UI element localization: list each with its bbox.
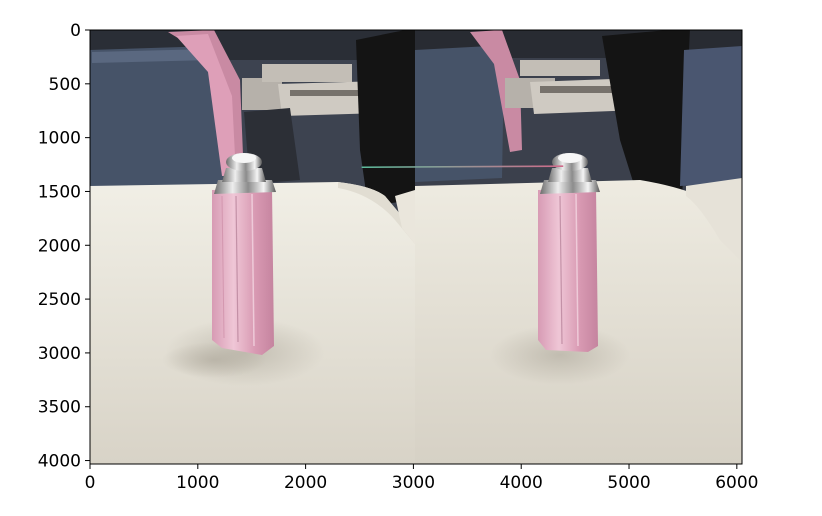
x-tick-label: 0: [85, 473, 96, 493]
y-tick-label: 1500: [38, 182, 81, 202]
y-tick-label: 3500: [38, 398, 81, 418]
left-image: [90, 30, 415, 464]
y-axis: 0 500 1000 1500 2000 2500 3000 3500 4000: [38, 21, 90, 472]
x-tick-label: 6000: [715, 473, 758, 493]
y-tick-label: 1000: [38, 129, 81, 149]
y-tick-label: 500: [49, 75, 81, 95]
y-tick-label: 0: [70, 21, 81, 41]
x-tick-label: 4000: [500, 473, 543, 493]
right-image: [395, 30, 742, 464]
stereo-image: [90, 30, 742, 464]
y-tick-label: 2500: [38, 290, 81, 310]
axes-frame: [89, 29, 743, 465]
x-tick-label: 3000: [392, 473, 435, 493]
x-tick-label: 5000: [607, 473, 650, 493]
x-tick-label: 2000: [284, 473, 327, 493]
y-tick-label: 3000: [38, 344, 81, 364]
y-tick-label: 2000: [38, 236, 81, 256]
x-tick-label: 1000: [176, 473, 219, 493]
x-axis: 0 1000 2000 3000 4000 5000 6000: [85, 464, 758, 493]
feature-match-line: [361, 165, 564, 169]
y-tick-label: 4000: [38, 452, 81, 472]
